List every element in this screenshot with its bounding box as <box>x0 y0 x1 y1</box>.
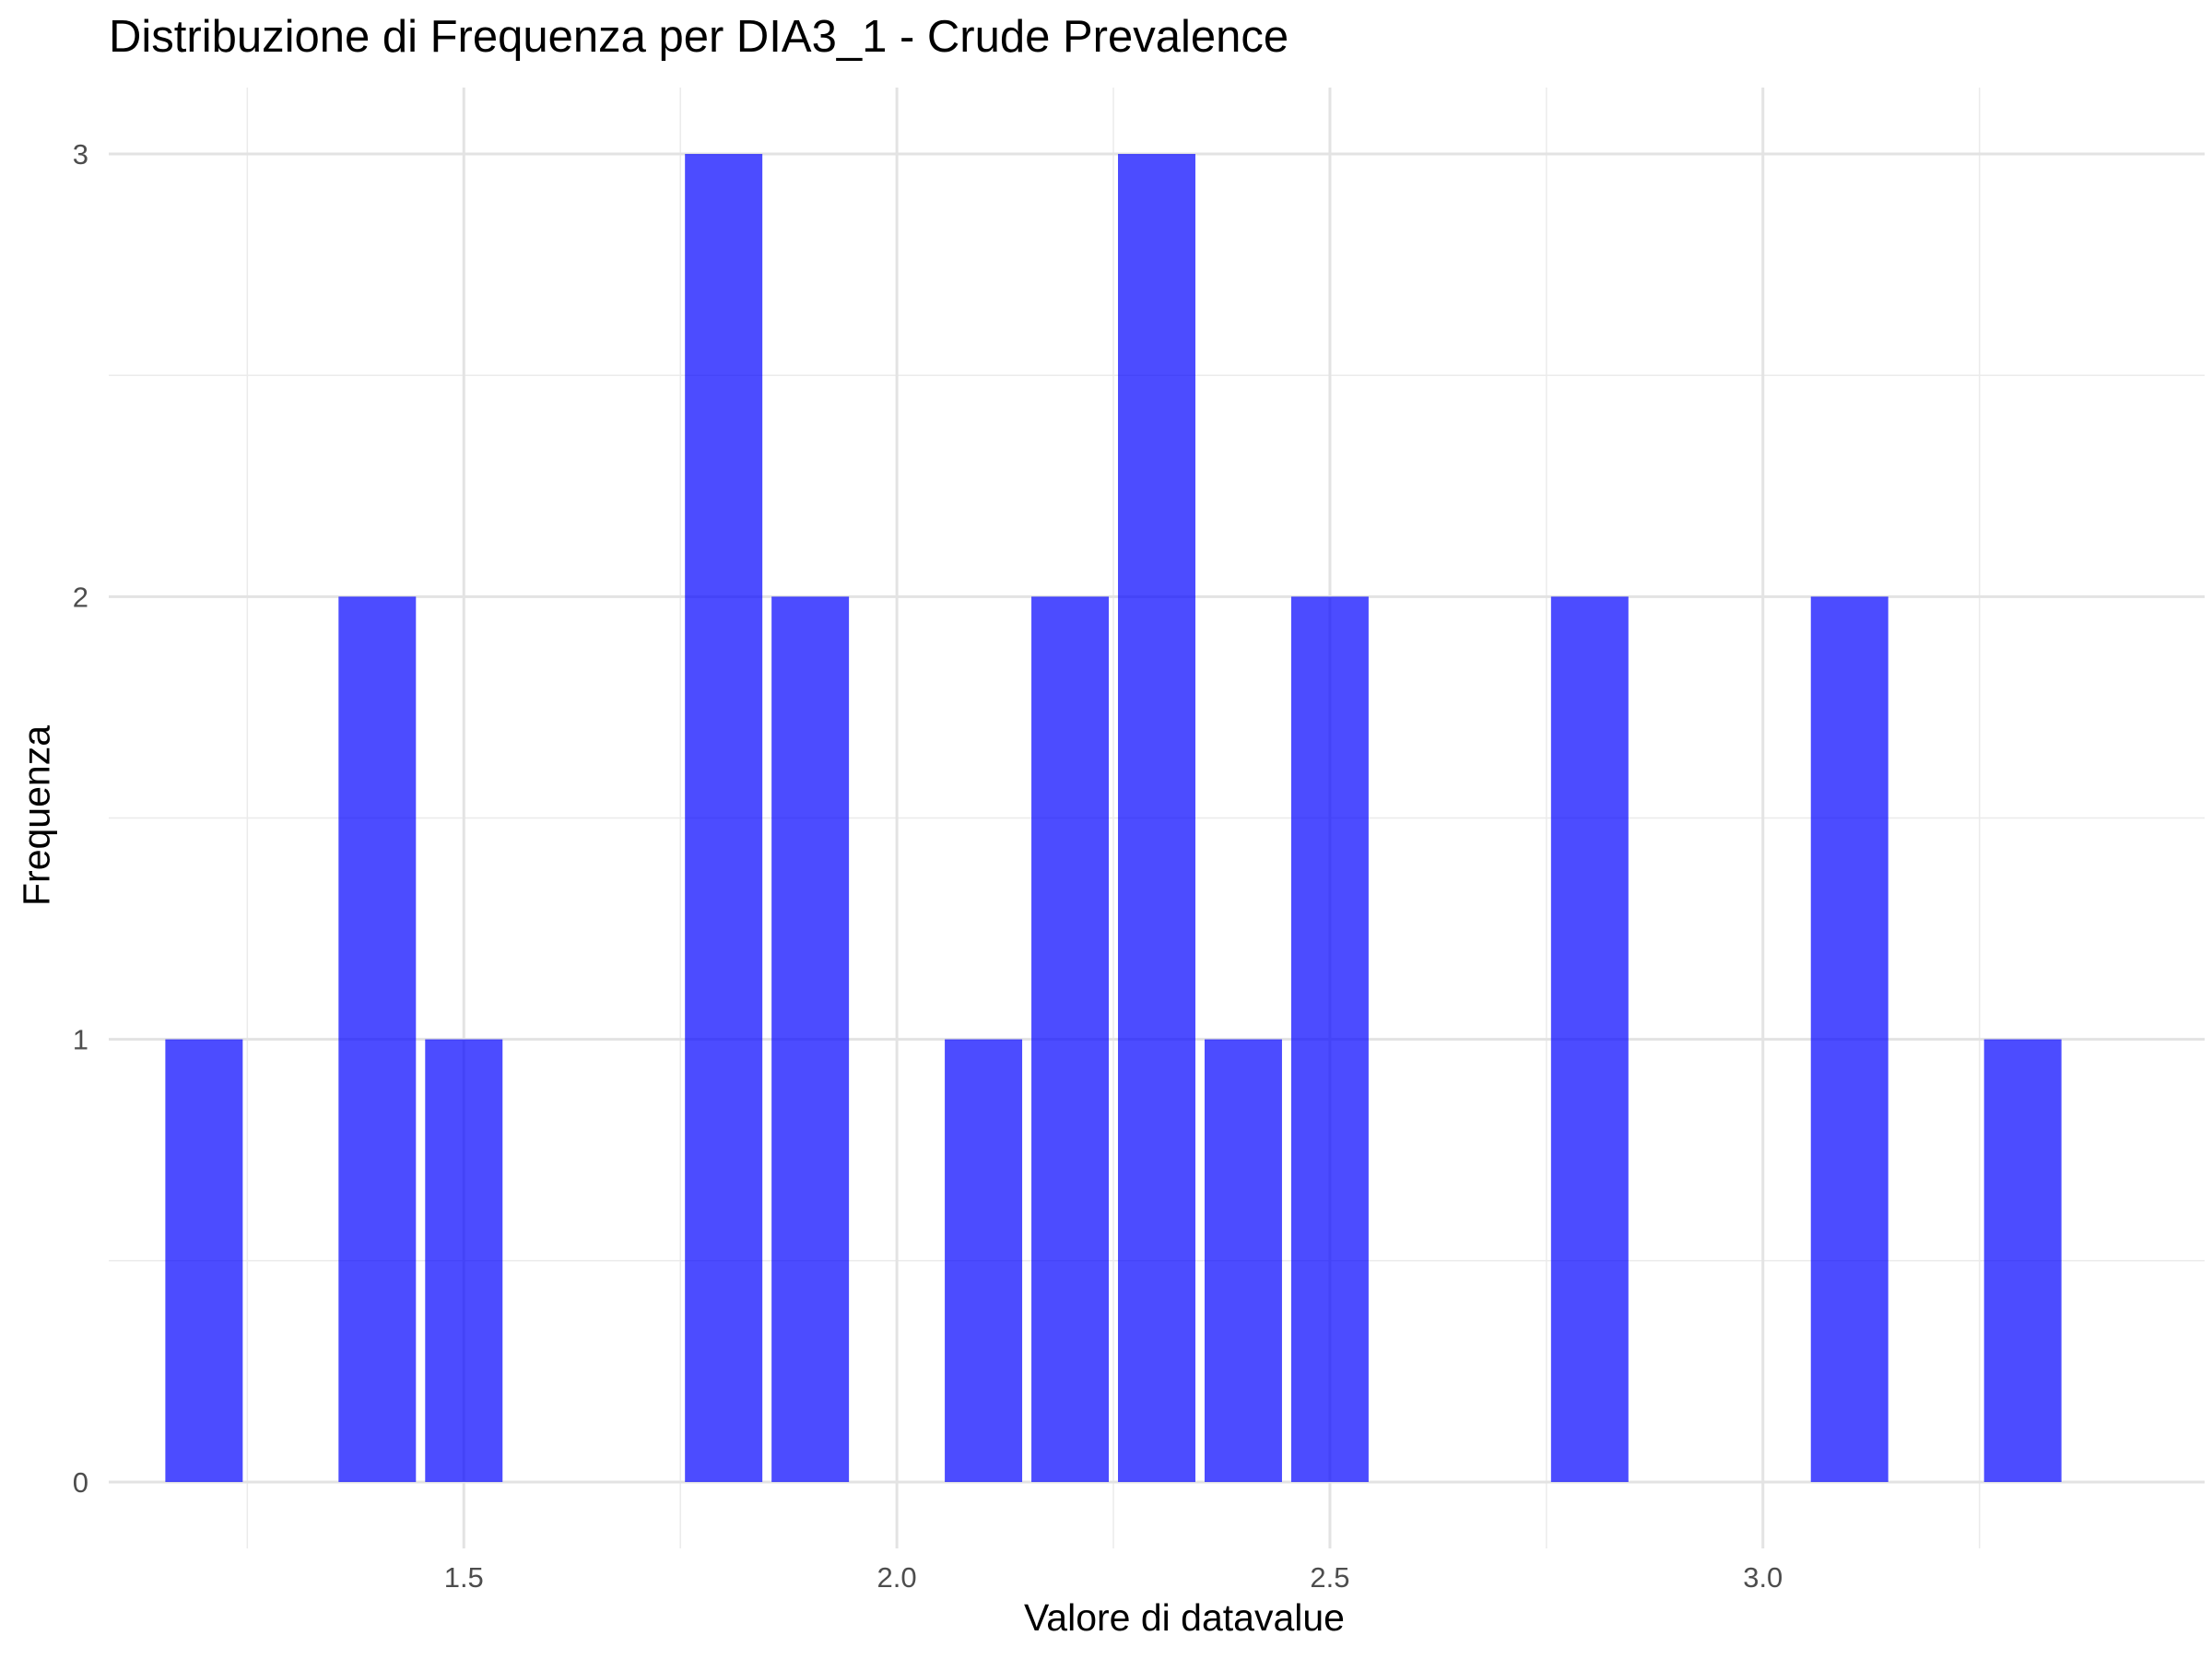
chart-title: Distribuzione di Frequenza per DIA3_1 - … <box>109 12 1289 62</box>
histogram-bar <box>1983 1039 2062 1482</box>
x-tick-label: 3.0 <box>1743 1561 1783 1594</box>
histogram-bar <box>1118 154 1195 1482</box>
y-tick-label: 1 <box>73 1024 88 1056</box>
histogram-bar <box>945 1039 1023 1482</box>
histogram-bar <box>771 596 850 1482</box>
histogram-bar <box>1204 1039 1282 1482</box>
x-tick-label: 1.5 <box>444 1561 484 1594</box>
tick-layer: 1.5 2.0 2.5 3.0 0 1 2 3 <box>73 138 1783 1594</box>
histogram-bar <box>1031 596 1110 1482</box>
histogram-bar <box>165 1039 243 1482</box>
x-tick-label: 2.0 <box>877 1561 917 1594</box>
y-tick-label: 3 <box>73 138 88 171</box>
histogram-bar <box>1550 596 1629 1482</box>
histogram-bar <box>1290 596 1369 1482</box>
bar-layer <box>165 154 2062 1482</box>
x-tick-label: 2.5 <box>1310 1561 1349 1594</box>
x-axis-label: Valore di datavalue <box>1024 1596 1345 1639</box>
histogram-bar <box>1810 596 1888 1482</box>
histogram-bar <box>685 154 763 1482</box>
histogram-bar <box>425 1039 503 1482</box>
y-tick-label: 2 <box>73 581 88 613</box>
y-axis-label: Frequenza <box>15 724 58 907</box>
histogram-bar <box>338 596 417 1482</box>
y-tick-label: 0 <box>73 1466 88 1499</box>
